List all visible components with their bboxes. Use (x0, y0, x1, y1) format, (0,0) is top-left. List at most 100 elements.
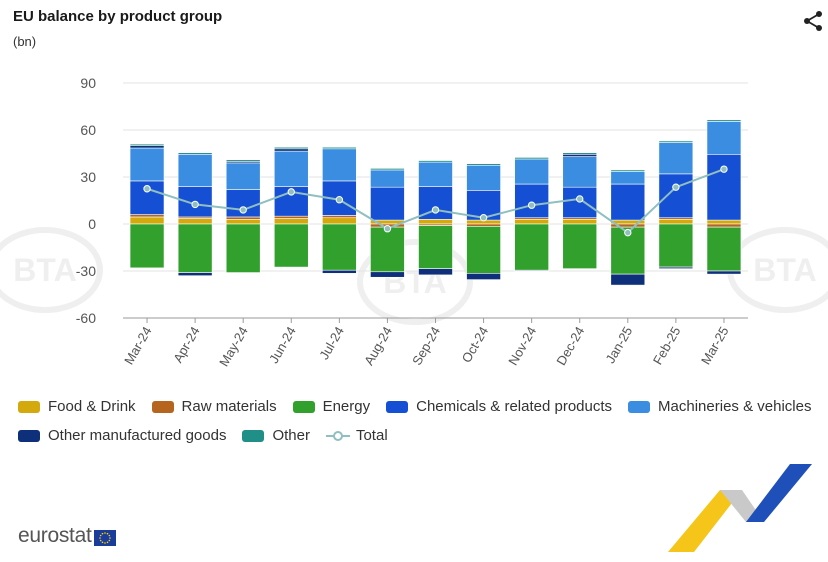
x-tick-label: Oct-24 (459, 324, 491, 365)
flag-star (100, 534, 102, 536)
y-tick-label: 30 (80, 169, 96, 185)
eu-flag-icon (94, 529, 117, 546)
watermark-ring (0, 227, 103, 313)
legend-label: Raw materials (181, 398, 277, 415)
legend-label: Other (272, 427, 310, 444)
bar-segment-machinery (129, 147, 165, 182)
legend-row: Food & Drink Raw materials Energy Chemicals… (18, 392, 824, 421)
flag-star (107, 541, 109, 543)
bar-segment-chemicals (658, 173, 694, 219)
y-tick-label: 90 (80, 75, 96, 91)
bar-segment-other_manufactured (658, 266, 694, 269)
watermark-ring (357, 239, 473, 325)
y-tick-label: 0 (88, 216, 96, 232)
share-icon[interactable] (802, 10, 824, 32)
total-point (191, 200, 199, 209)
legend-swatch (242, 429, 265, 442)
bar-segment-machinery (273, 150, 309, 187)
bar-segment-chemicals (514, 183, 549, 219)
watermark-text: BTA (13, 252, 76, 288)
legend-item-chemicals[interactable]: Chemicals & related products (386, 398, 612, 415)
legend-item-food[interactable]: Food & Drink (18, 398, 136, 415)
x-tick-label: Nov-24 (505, 324, 539, 368)
bar-segment-energy (706, 226, 742, 272)
bar-segment-other_manufactured (466, 273, 501, 280)
bar-segment-chemicals (370, 186, 405, 221)
bar-segment-other_manufactured (370, 271, 405, 278)
bar-segment-raw (273, 215, 309, 219)
legend-item-machinery[interactable]: Machineries & vehicles (628, 398, 811, 415)
legend-item-total[interactable]: Total (325, 427, 388, 444)
bar-segment-other_manufactured (610, 273, 646, 286)
x-tick-label: May-24 (216, 324, 251, 369)
legend-label: Food & Drink (48, 398, 136, 415)
decorative-ribbon-icon (668, 464, 812, 552)
bar-segment-food (225, 219, 261, 225)
bar-segment-machinery (562, 156, 598, 188)
bar-segment-other (225, 159, 261, 162)
total-point (624, 228, 632, 237)
bar-segment-other (370, 168, 405, 171)
bar-segment-other_manufactured (177, 272, 213, 277)
bar-segment-other (418, 160, 453, 163)
bar-segment-machinery (610, 171, 646, 185)
total-point (672, 183, 680, 191)
y-tick-label: -30 (76, 263, 96, 279)
legend-swatch (292, 400, 315, 413)
bar-segment-energy (418, 225, 453, 269)
bar-segment-food (273, 218, 309, 225)
bar-segment-energy (514, 223, 549, 271)
bar-segment-food (706, 219, 742, 225)
legend-label: Other manufactured goods (48, 427, 227, 444)
bar-segment-other (273, 146, 309, 150)
y-tick-label: -60 (76, 310, 96, 326)
flag-star (102, 532, 104, 534)
bar-segment-machinery (177, 153, 213, 187)
legend-item-other[interactable]: Other (242, 427, 310, 444)
bar-segment-energy (225, 223, 261, 273)
total-point (527, 201, 536, 209)
legend-item-other_manufactured[interactable]: Other manufactured goods (18, 427, 226, 444)
total-point (576, 195, 584, 203)
bar-segment-energy (370, 226, 405, 273)
bar-segment-other (658, 140, 694, 143)
bar-segment-raw (225, 216, 261, 220)
total-point (431, 206, 440, 214)
bar-segment-other (322, 146, 357, 150)
bar-segment-energy (177, 223, 213, 273)
legend-swatch (151, 400, 174, 413)
flag-star (104, 541, 107, 544)
bar-segment-machinery (225, 162, 261, 190)
x-tick-label: Mar-25 (698, 324, 732, 367)
x-tick-label: Sep-24 (409, 324, 443, 368)
legend-item-raw[interactable]: Raw materials (151, 398, 277, 415)
bar-segment-energy (658, 223, 694, 268)
legend-row: Other manufactured goods Other Total (18, 421, 824, 450)
bar-segment-other (610, 169, 646, 172)
total-point (287, 188, 295, 196)
flag-star (109, 536, 112, 539)
bar-segment-machinery (706, 121, 742, 155)
bar-segment-energy (129, 223, 165, 269)
flag-star (100, 539, 102, 541)
x-tick-label: Aug-24 (361, 324, 395, 368)
legend-label: Chemicals & related products (416, 398, 613, 415)
bar-segment-chemicals (706, 153, 742, 221)
bar-segment-food (177, 218, 213, 225)
x-tick-label: Jul-24 (316, 324, 347, 362)
bar-segment-other (466, 163, 501, 166)
total-point (335, 196, 344, 204)
legend-line-swatch (325, 430, 350, 441)
chart-unit: (bn) (13, 34, 37, 49)
bar-segment-food (418, 219, 453, 225)
bar-segment-other_manufactured (129, 145, 165, 149)
bar-segment-other_manufactured (273, 148, 309, 152)
bar-segment-energy (273, 223, 309, 268)
bar-segment-energy (322, 223, 357, 271)
stacked-bar-chart: BTABTABTABTABTABTA9060300-30-60Mar-24Apr… (0, 75, 828, 369)
flag-star (104, 531, 107, 534)
bar-segment-food (322, 217, 357, 225)
bar-segment-other_manufactured (322, 269, 357, 274)
bar-segment-chemicals (610, 183, 646, 221)
legend-item-energy[interactable]: Energy (292, 398, 370, 415)
